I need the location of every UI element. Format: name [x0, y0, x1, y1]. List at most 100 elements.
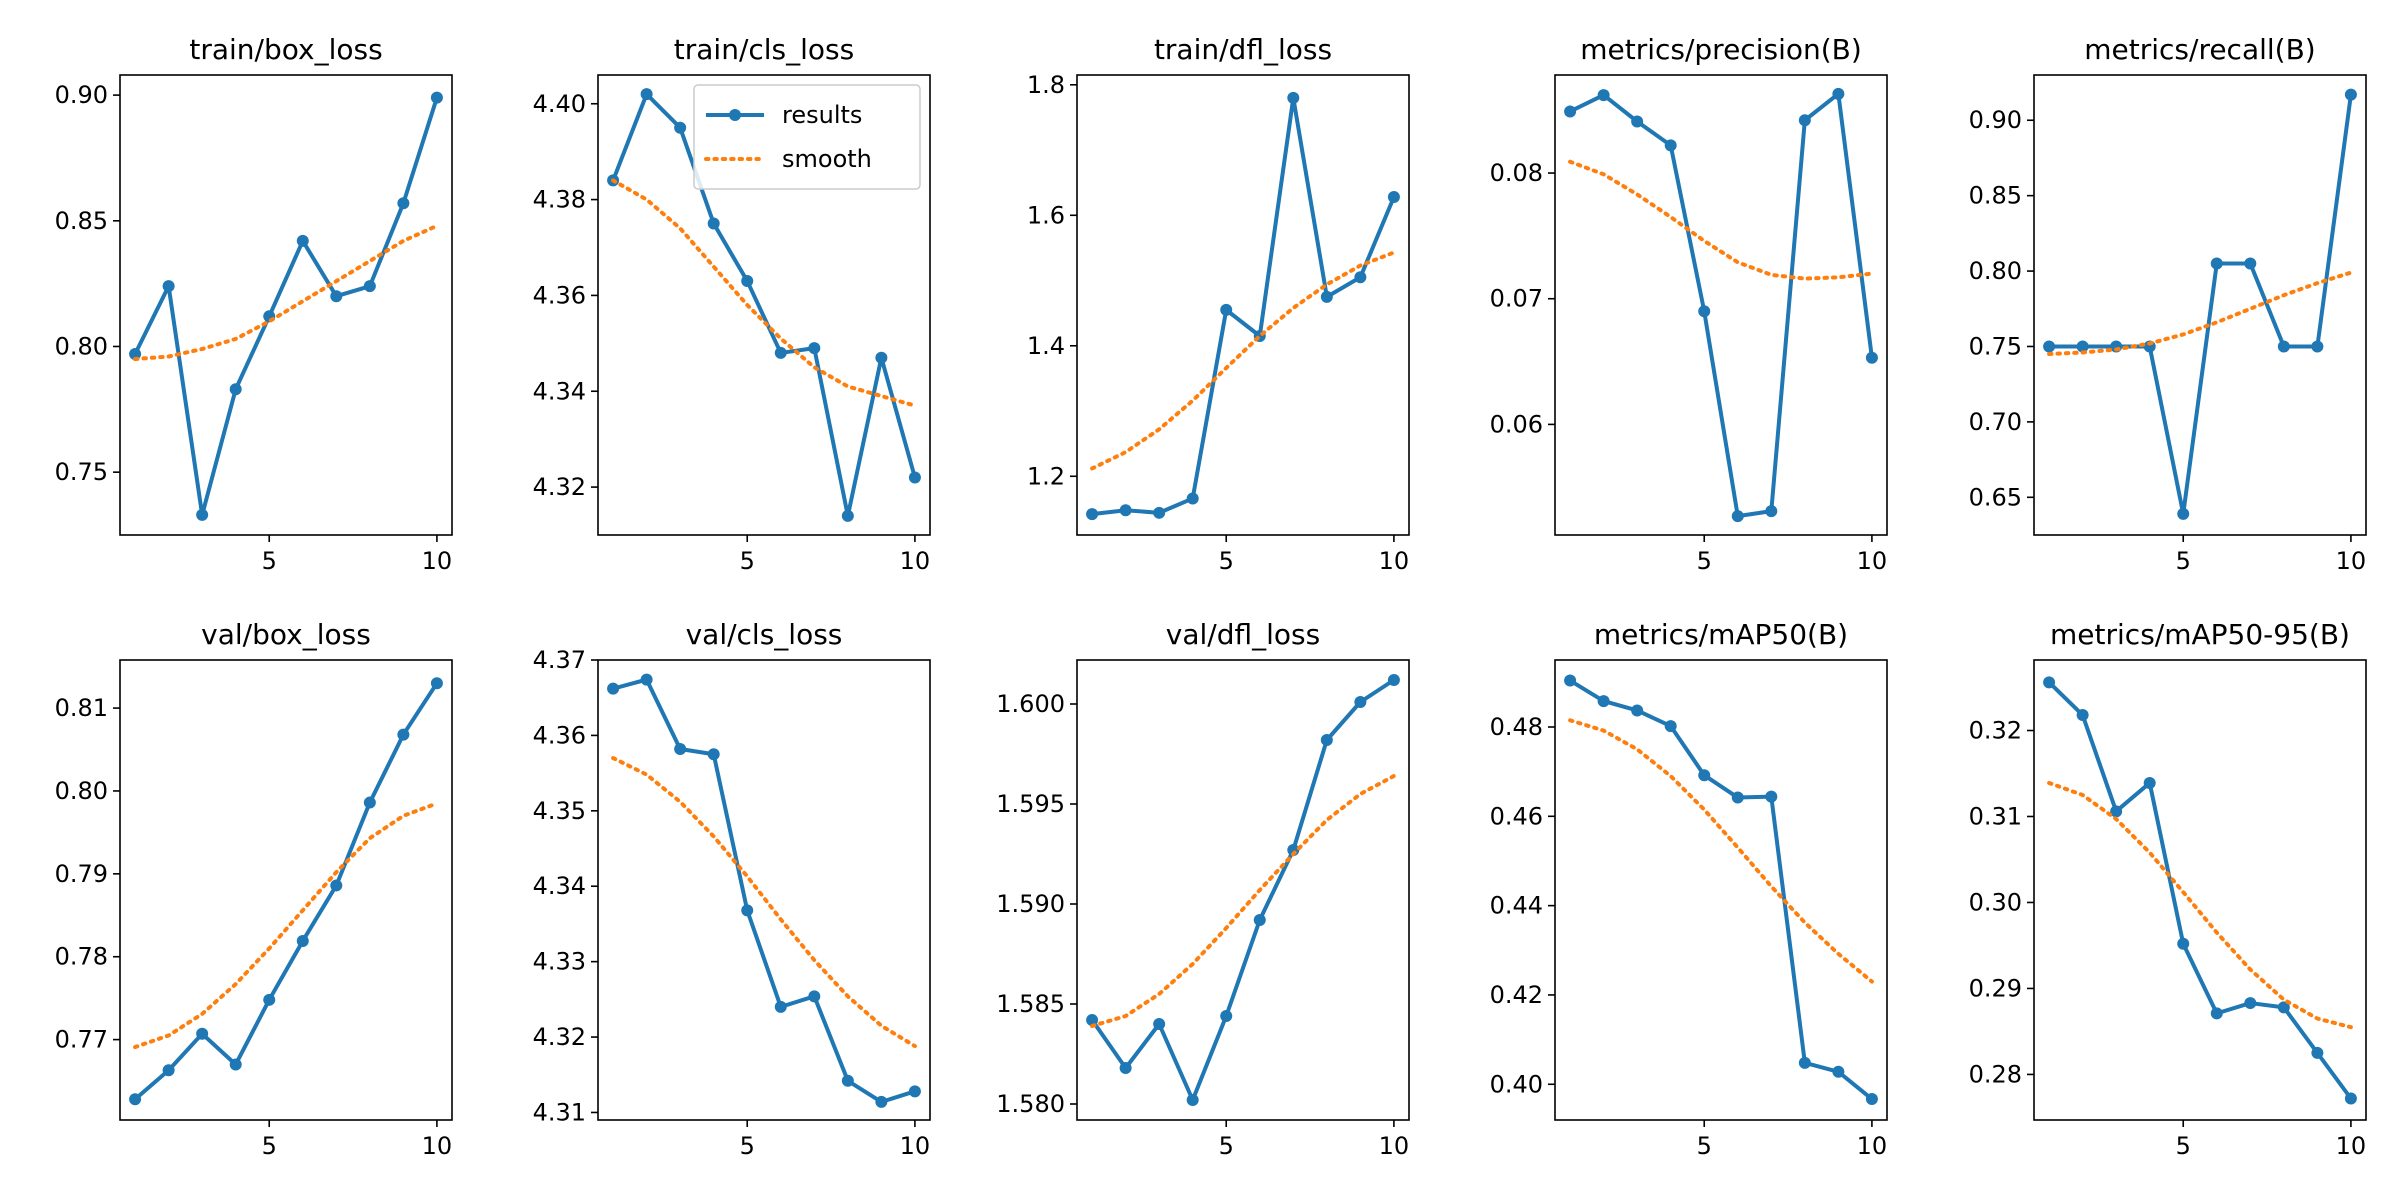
- x-tick-label: 10: [900, 547, 931, 575]
- series-point-results: [296, 234, 309, 247]
- legend-label-smooth: smooth: [782, 145, 872, 173]
- axes-frame: [119, 659, 453, 1121]
- series-point-results: [1664, 139, 1677, 152]
- series-point-results: [1153, 1018, 1166, 1030]
- series-point-results: [1220, 303, 1233, 316]
- series-line-smooth: [133, 801, 439, 1050]
- axes-frame: [597, 659, 931, 1121]
- axes-frame: [2033, 659, 2367, 1121]
- series-point-results: [1765, 505, 1778, 518]
- series-point-results: [1086, 508, 1099, 521]
- series-point-results: [1320, 734, 1333, 746]
- series-line-smooth: [1090, 774, 1396, 1028]
- y-tick-label: 0.90: [1969, 106, 2022, 134]
- y-tick-label: 4.36: [533, 721, 586, 749]
- y-tick-label: 4.40: [533, 90, 586, 118]
- series-point-results: [2177, 507, 2190, 520]
- series-point-results: [774, 346, 787, 359]
- legend-label-results: results: [782, 101, 862, 129]
- series-point-results: [1664, 720, 1677, 733]
- panel-title: metrics/mAP50(B): [1594, 618, 1848, 651]
- x-tick-label: 10: [422, 547, 453, 575]
- y-tick-label: 0.90: [55, 81, 108, 109]
- axes-frame: [1554, 659, 1888, 1121]
- y-tick-label: 0.75: [1969, 332, 2022, 360]
- y-tick-label: 0.80: [1969, 257, 2022, 285]
- panel-title: val/box_loss: [201, 618, 371, 651]
- series-point-results: [841, 1074, 854, 1087]
- series-point-results: [330, 290, 343, 303]
- series-point-results: [263, 993, 276, 1006]
- series-point-results: [196, 508, 209, 521]
- series-point-results: [875, 1095, 888, 1108]
- series-line-smooth: [1090, 250, 1396, 471]
- series-point-results: [1731, 510, 1744, 523]
- series-line-results: [2049, 94, 2353, 516]
- series-point-results: [1798, 1056, 1811, 1069]
- panel-title: train/box_loss: [189, 33, 382, 66]
- series-point-results: [741, 904, 754, 917]
- series-point-results: [640, 88, 653, 101]
- y-tick-label: 1.6: [1027, 201, 1065, 229]
- series-point-results: [1354, 271, 1367, 284]
- series-line-smooth: [2047, 780, 2353, 1030]
- y-tick-label: 4.32: [533, 1023, 586, 1051]
- series-line-results: [2047, 680, 2353, 1100]
- y-tick-label: 0.44: [1490, 892, 1543, 920]
- series-point-results: [296, 934, 309, 947]
- x-tick-label: 5: [1219, 547, 1234, 575]
- axes-frame: [1076, 659, 1410, 1121]
- series-point-results: [808, 342, 821, 355]
- y-tick-label: 0.06: [1490, 410, 1543, 438]
- x-tick-label: 5: [2176, 1132, 2191, 1160]
- series-point-results: [397, 197, 410, 210]
- series-point-results: [2244, 997, 2257, 1010]
- y-tick-label: 1.4: [1027, 332, 1065, 360]
- series-point-results: [363, 280, 376, 293]
- series-point-results: [196, 1027, 209, 1040]
- series-point-results: [1220, 1010, 1233, 1022]
- y-tick-label: 0.81: [55, 694, 108, 722]
- series-point-results: [1631, 704, 1644, 717]
- series-line-results: [612, 677, 916, 1104]
- series-point-results: [2244, 257, 2257, 270]
- y-tick-label: 0.78: [55, 943, 108, 971]
- series-point-results: [1186, 492, 1199, 505]
- series-point-results: [2210, 257, 2223, 270]
- y-tick-label: 0.70: [1969, 408, 2022, 436]
- series-line-smooth: [1568, 718, 1874, 984]
- axes-frame: [597, 74, 931, 536]
- y-tick-label: 1.595: [996, 790, 1065, 818]
- panel-title: train/dfl_loss: [1154, 33, 1332, 66]
- series-point-results: [2344, 88, 2357, 101]
- series-line-results: [611, 92, 917, 518]
- series-point-results: [1832, 87, 1845, 100]
- series-point-results: [1731, 791, 1744, 804]
- y-tick-label: 4.35: [533, 797, 586, 825]
- x-tick-label: 5: [262, 547, 277, 575]
- y-tick-label: 0.46: [1490, 802, 1543, 830]
- panel-val-dfl-loss: val/dfl_loss 5 10 1.580 1.585 1.590 1.595 1.600: [996, 618, 1410, 1160]
- series-point-results: [229, 383, 242, 396]
- series-point-results: [1086, 1014, 1099, 1026]
- x-tick-label: 5: [740, 547, 755, 575]
- panel-title: metrics/precision(B): [1580, 33, 1862, 66]
- x-tick-label: 5: [1697, 1132, 1712, 1160]
- panel-title: metrics/recall(B): [2084, 33, 2315, 66]
- series-point-results: [430, 677, 443, 690]
- axes-frame: [1554, 74, 1888, 536]
- y-tick-label: 0.85: [55, 207, 108, 235]
- series-point-results: [1253, 914, 1266, 926]
- series-line-results: [1569, 91, 1874, 519]
- series-point-results: [1765, 790, 1778, 803]
- series-point-results: [1387, 191, 1400, 204]
- y-tick-label: 4.34: [533, 872, 586, 900]
- y-tick-label: 0.77: [55, 1026, 108, 1054]
- series-line-results: [133, 97, 439, 517]
- series-point-results: [707, 748, 720, 761]
- axes-frame: [2033, 74, 2367, 536]
- panel-val-box-loss: val/box_loss 5 10 0.77 0.78 0.79 0.80 0.81: [55, 618, 453, 1160]
- series-point-results: [2110, 805, 2123, 818]
- series-point-results: [330, 879, 343, 892]
- axes-frame: [119, 74, 453, 536]
